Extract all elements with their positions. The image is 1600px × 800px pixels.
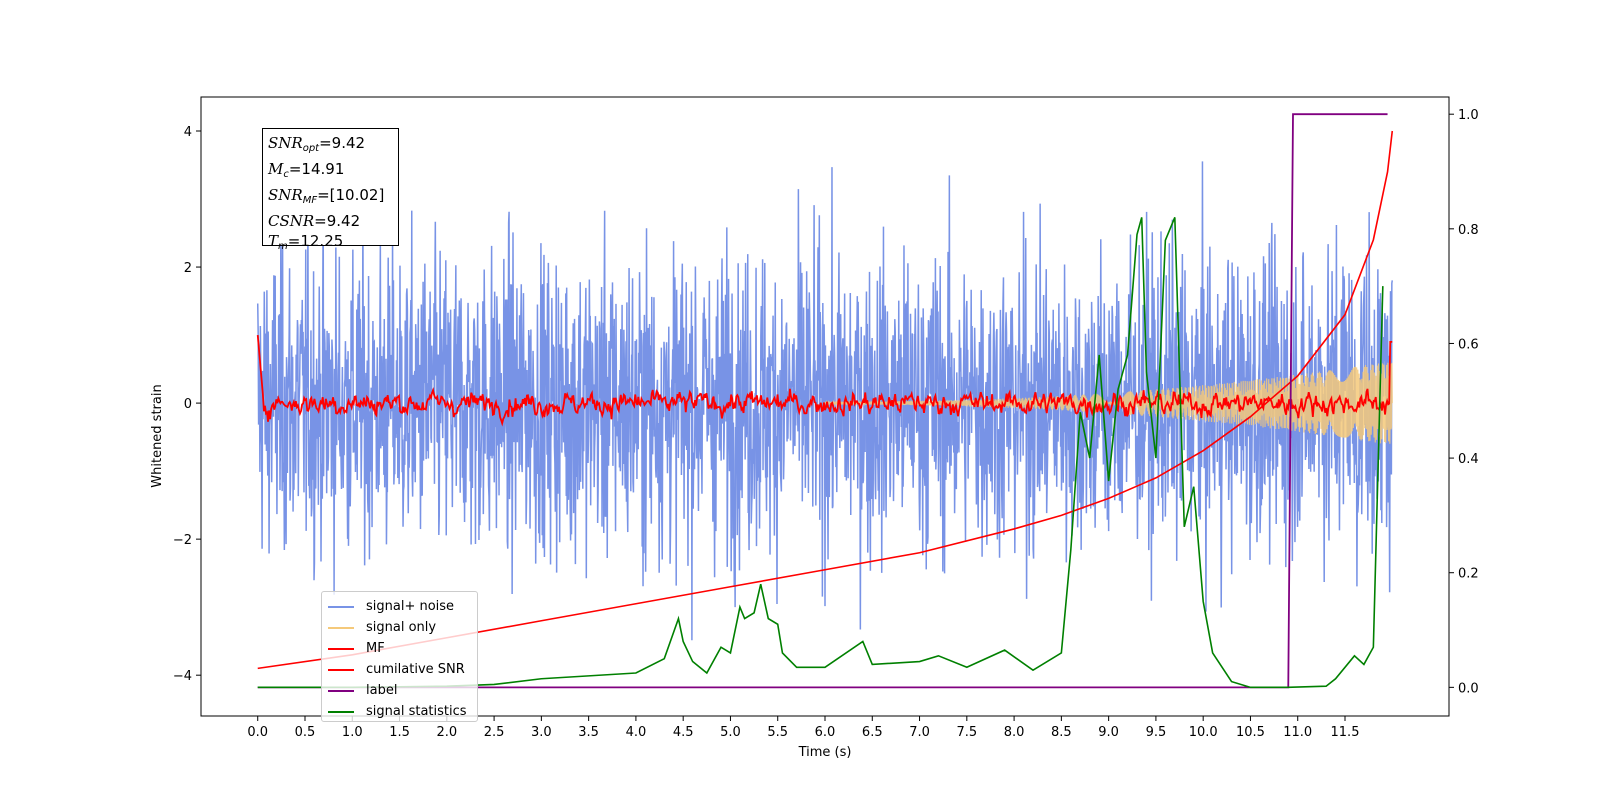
x-tick-label: 5.5 bbox=[767, 725, 788, 740]
x-tick-label: 0.0 bbox=[247, 725, 268, 740]
y2-tick-label: 0.2 bbox=[1458, 567, 1479, 582]
cumulative-snr-series bbox=[257, 130, 1394, 670]
x-tick-label: 10.5 bbox=[1236, 725, 1265, 740]
legend-label: signal only bbox=[366, 620, 437, 635]
x-tick-label: 9.0 bbox=[1098, 725, 1119, 740]
y-axis-right: 1.0 0.8 0.6 0.4 0.2 0.0 bbox=[1449, 108, 1479, 696]
legend: signal+ noise signal only MF cumilative … bbox=[321, 591, 478, 722]
x-tick-label: 8.0 bbox=[1004, 725, 1025, 740]
x-tick-label: 3.5 bbox=[578, 725, 599, 740]
legend-label: MF bbox=[366, 641, 385, 656]
legend-swatch bbox=[328, 689, 354, 692]
mf-series bbox=[256, 335, 1393, 427]
snr-mf-line: SNRMF=[10.02] bbox=[268, 186, 385, 206]
mf-line bbox=[256, 335, 1393, 427]
legend-label: label bbox=[366, 683, 398, 698]
x-tick-label: 4.0 bbox=[626, 725, 647, 740]
x-tick-label: 7.0 bbox=[909, 725, 930, 740]
legend-item-signal-statistics: signal statistics bbox=[328, 701, 471, 722]
csnr-value: =9.42 bbox=[314, 212, 361, 230]
snr-mf-value: =[10.02] bbox=[317, 186, 385, 204]
x-tick-label: 2.5 bbox=[484, 725, 505, 740]
x-tick-label: 5.0 bbox=[720, 725, 741, 740]
mc-line: Mc=14.91 bbox=[268, 160, 345, 180]
tm-line: Tm=12.25 bbox=[268, 232, 344, 252]
legend-item-signal-only: signal only bbox=[328, 617, 471, 638]
csnr-line: CSNR=9.42 bbox=[268, 212, 361, 230]
y-tick-label: 4 bbox=[184, 125, 192, 140]
signal-statistics-line bbox=[257, 217, 1384, 689]
x-tick-label: 1.5 bbox=[389, 725, 410, 740]
legend-item-signal-noise: signal+ noise bbox=[328, 596, 471, 617]
x-tick-label: 3.0 bbox=[531, 725, 552, 740]
x-tick-label: 11.0 bbox=[1283, 725, 1312, 740]
y2-tick-label: 0.4 bbox=[1458, 452, 1479, 467]
y2-tick-label: 0.0 bbox=[1458, 681, 1479, 696]
legend-label: cumilative SNR bbox=[366, 662, 465, 677]
y-tick-label: 0 bbox=[184, 397, 192, 412]
x-tick-label: 9.5 bbox=[1146, 725, 1167, 740]
y-axis-left: 4 2 0 −2 −4 bbox=[173, 125, 201, 684]
x-axis-label: Time (s) bbox=[798, 745, 852, 760]
legend-swatch bbox=[328, 647, 354, 650]
x-tick-label: 10.0 bbox=[1189, 725, 1218, 740]
legend-swatch bbox=[328, 668, 354, 671]
mc-value: =14.91 bbox=[288, 160, 345, 178]
x-tick-label: 6.5 bbox=[862, 725, 883, 740]
tm-value: =12.25 bbox=[287, 232, 344, 250]
y2-tick-label: 0.8 bbox=[1458, 223, 1479, 238]
x-tick-label: 4.5 bbox=[673, 725, 694, 740]
snr-opt-value: =9.42 bbox=[319, 134, 366, 152]
x-tick-label: 0.5 bbox=[295, 725, 316, 740]
y2-tick-label: 1.0 bbox=[1458, 108, 1479, 123]
snr-info-box: SNRopt=9.42 Mc=14.91 SNRMF=[10.02] CSNR=… bbox=[262, 128, 399, 252]
x-tick-label: 11.5 bbox=[1331, 725, 1360, 740]
y2-tick-label: 0.6 bbox=[1458, 337, 1479, 352]
legend-swatch bbox=[328, 605, 354, 608]
label-line bbox=[257, 113, 1388, 689]
snr-opt-line: SNRopt=9.42 bbox=[268, 134, 366, 154]
x-tick-label: 7.5 bbox=[956, 725, 977, 740]
y-tick-label: −2 bbox=[173, 533, 192, 548]
legend-swatch bbox=[328, 626, 354, 629]
y-tick-label: 2 bbox=[184, 261, 192, 276]
y-tick-label: −4 bbox=[173, 669, 192, 684]
signal-statistics-series bbox=[257, 217, 1384, 689]
x-axis: 0.0 0.5 1.0 1.5 2.0 2.5 3.0 3.5 4.0 4.5 5.0 5.5 6.0 6… bbox=[247, 716, 1359, 740]
x-tick-label: 1.0 bbox=[342, 725, 363, 740]
legend-label: signal statistics bbox=[366, 704, 467, 719]
y-axis-label: Whitened strain bbox=[150, 384, 165, 487]
legend-swatch bbox=[328, 710, 354, 713]
x-tick-label: 6.0 bbox=[815, 725, 836, 740]
legend-item-label: label bbox=[328, 680, 471, 701]
legend-item-mf: MF bbox=[328, 638, 471, 659]
x-tick-label: 8.5 bbox=[1051, 725, 1072, 740]
legend-item-cumulative-snr: cumilative SNR bbox=[328, 659, 471, 680]
label-series bbox=[257, 113, 1388, 689]
x-tick-label: 2.0 bbox=[436, 725, 457, 740]
plot-area bbox=[256, 113, 1394, 689]
legend-label: signal+ noise bbox=[366, 599, 455, 614]
cumulative-snr-line bbox=[257, 130, 1394, 670]
